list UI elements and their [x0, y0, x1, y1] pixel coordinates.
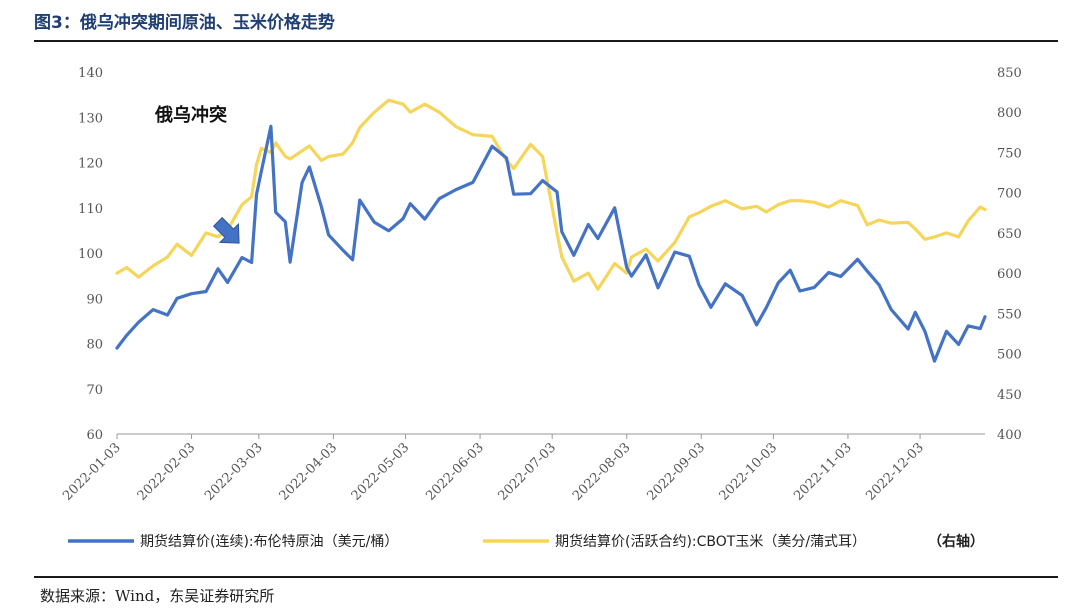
bottom-rule	[34, 576, 1058, 578]
y-right-tick-label: 450	[997, 388, 1022, 403]
line-chart: 60 70 80 90 100 110 120 130 140 400 450 500 550 600 65…	[60, 66, 1022, 550]
x-tick-label: 2022-08-03	[570, 440, 634, 504]
arrow-polygon	[212, 216, 240, 244]
y-left-tick-label: 90	[86, 292, 103, 307]
y-right-tick-label: 700	[997, 187, 1022, 202]
x-tick-label: 2022-12-03	[863, 440, 927, 504]
x-tick-label: 2022-10-03	[717, 440, 781, 504]
legend: 期货结算价(连续):布伦特原油（美元/桶） 期货结算价(活跃合约):CBOT玉米…	[68, 533, 984, 550]
x-tick-label: 2022-02-03	[135, 440, 199, 504]
y-left-tick-label: 130	[78, 111, 103, 126]
y-right-tick-label: 850	[997, 66, 1022, 81]
x-tick-label: 2022-09-03	[644, 440, 708, 504]
y-right-tick-label: 500	[997, 348, 1022, 363]
legend-label-corn: 期货结算价(活跃合约):CBOT玉米（美分/蒲式耳）	[555, 533, 866, 550]
x-tick-label: 2022-07-03	[495, 440, 559, 504]
series-line-cbot-corn	[115, 98, 987, 291]
annotation-layer: 俄乌冲突	[154, 104, 240, 244]
series-layer	[115, 98, 987, 363]
y-right-tick-label: 400	[997, 428, 1022, 443]
y-left-tick-label: 100	[78, 247, 103, 262]
y-right-tick-label: 750	[997, 146, 1022, 161]
y-right-tick-label: 600	[997, 267, 1022, 282]
figure-title: 图3：俄乌冲突期间原油、玉米价格走势	[34, 13, 335, 33]
top-rule	[34, 40, 1058, 42]
x-tick-label: 2022-06-03	[423, 440, 487, 504]
y-right-tick-label: 800	[997, 106, 1022, 121]
x-tick-label: 2022-01-03	[60, 440, 124, 504]
x-tick-label: 2022-03-03	[202, 440, 266, 504]
x-tick-label: 2022-04-03	[277, 440, 341, 504]
y-right-tick-label: 650	[997, 227, 1022, 242]
legend-right-axis-note: （右轴）	[928, 533, 984, 550]
down-right-arrow-icon	[212, 216, 240, 244]
y-left-tick-label: 70	[86, 383, 103, 398]
y-left-tick-label: 80	[86, 338, 103, 353]
y-left-tick-label: 140	[78, 66, 103, 81]
x-tick-label: 2022-05-03	[349, 440, 413, 504]
y-left-tick-label: 120	[78, 157, 103, 172]
annotation-label: 俄乌冲突	[154, 104, 227, 126]
y-left-tick-label: 60	[86, 428, 103, 443]
source-note: 数据来源：Wind，东吴证券研究所	[40, 587, 275, 605]
arrow-shape	[212, 216, 240, 244]
series-line-brent-oil	[115, 124, 987, 363]
legend-label-oil: 期货结算价(连续):布伦特原油（美元/桶）	[140, 533, 398, 550]
y-left-tick-label: 110	[78, 202, 103, 217]
x-tick-label: 2022-11-03	[791, 440, 855, 504]
y-right-tick-label: 550	[997, 307, 1022, 322]
